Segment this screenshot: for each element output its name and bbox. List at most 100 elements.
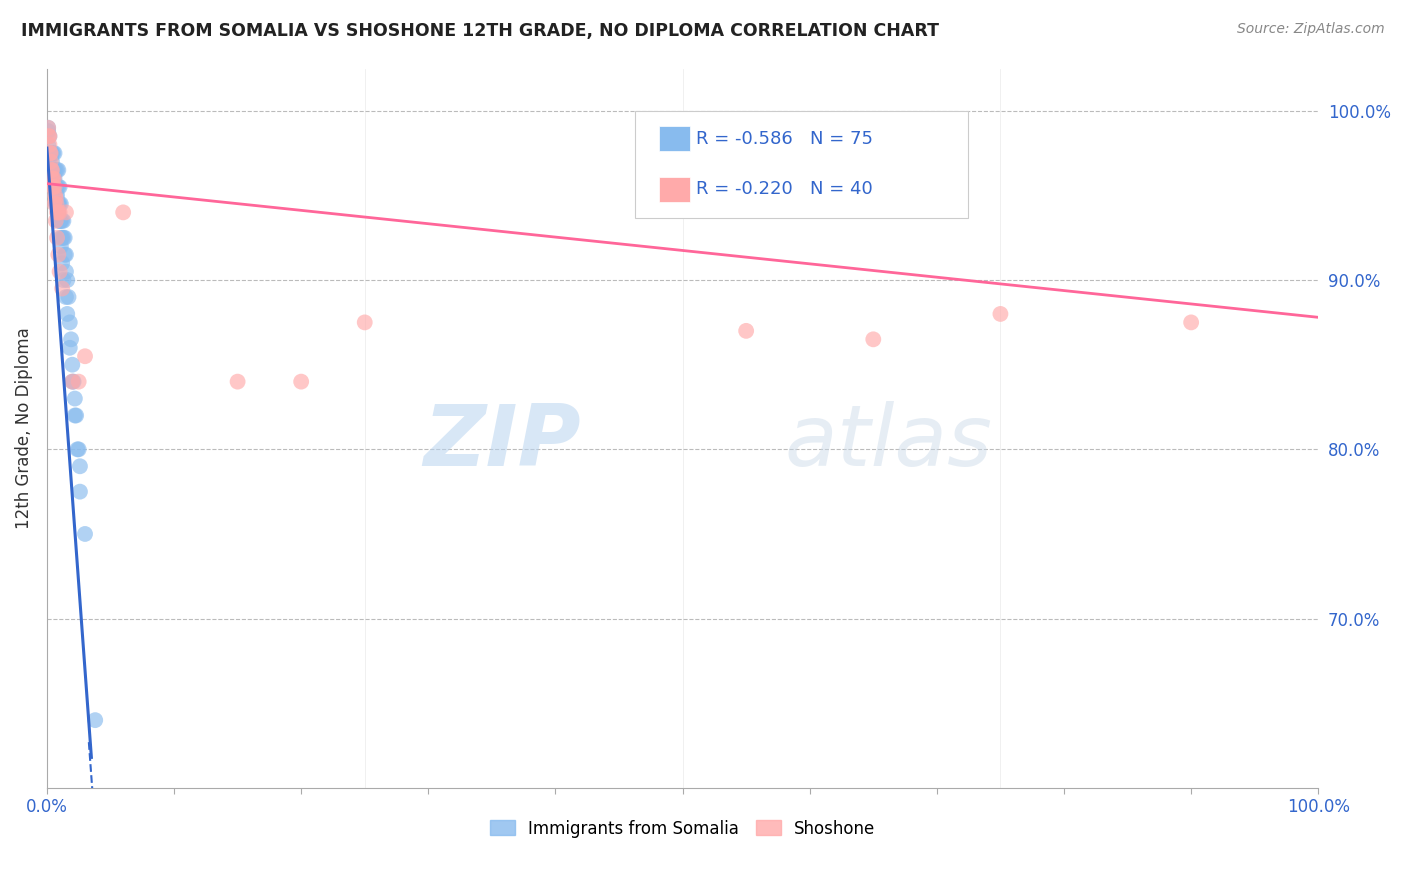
Point: [62, 375, 84, 389]
Point: [46, 248, 69, 262]
Point: [46, 197, 69, 211]
Text: atlas: atlas: [785, 401, 993, 484]
Point: [60, 375, 83, 389]
Point: [69, 459, 91, 474]
Point: [41, 146, 63, 161]
Point: [63, 392, 86, 406]
Point: [44, 171, 66, 186]
Point: [45, 163, 67, 178]
Point: [45, 197, 67, 211]
Point: [290, 375, 312, 389]
Point: [353, 315, 375, 329]
Point: [46, 205, 69, 219]
Point: [52, 231, 75, 245]
Point: [45, 188, 67, 202]
Point: [48, 197, 70, 211]
Point: [84, 713, 107, 727]
Point: [63, 409, 86, 423]
Point: [48, 180, 70, 194]
Point: [46, 231, 69, 245]
Point: [51, 214, 73, 228]
Point: [41, 154, 63, 169]
Point: [42, 171, 65, 186]
Point: [38, 129, 60, 144]
Point: [41, 171, 63, 186]
Point: [42, 180, 65, 194]
Point: [49, 239, 72, 253]
Point: [38, 146, 60, 161]
Point: [39, 163, 62, 178]
Point: [44, 180, 66, 194]
Point: [49, 197, 72, 211]
Point: [44, 146, 66, 161]
Point: [56, 307, 79, 321]
Point: [39, 146, 62, 161]
Point: [44, 180, 66, 194]
Point: [45, 192, 67, 206]
Point: [39, 154, 62, 169]
Point: [51, 281, 73, 295]
Point: [39, 175, 62, 189]
Point: [67, 442, 90, 457]
Point: [55, 290, 77, 304]
Point: [60, 332, 83, 346]
Point: [46, 205, 69, 219]
Point: [38, 151, 60, 165]
Point: [60, 358, 83, 372]
Point: [41, 163, 63, 178]
Point: [46, 188, 69, 202]
Point: [49, 231, 72, 245]
Point: [37, 120, 59, 135]
Point: [48, 205, 70, 219]
Point: [38, 129, 60, 144]
Point: [37, 137, 59, 152]
Point: [39, 146, 62, 161]
Point: [735, 324, 758, 338]
Point: [38, 137, 60, 152]
Text: ZIP: ZIP: [423, 401, 581, 484]
Point: [73, 349, 96, 363]
Point: [45, 180, 67, 194]
Point: [65, 409, 87, 423]
Point: [49, 214, 72, 228]
Text: R = -0.220   N = 40: R = -0.220 N = 40: [696, 180, 872, 198]
Point: [59, 315, 82, 329]
Text: IMMIGRANTS FROM SOMALIA VS SHOSHONE 12TH GRADE, NO DIPLOMA CORRELATION CHART: IMMIGRANTS FROM SOMALIA VS SHOSHONE 12TH…: [21, 22, 939, 40]
Point: [46, 163, 69, 178]
Point: [38, 129, 60, 144]
Point: [41, 163, 63, 178]
Point: [58, 290, 80, 304]
Text: R = -0.586   N = 75: R = -0.586 N = 75: [696, 130, 873, 148]
Point: [55, 265, 77, 279]
Point: [862, 332, 884, 346]
Point: [39, 146, 62, 161]
Point: [48, 214, 70, 228]
Point: [42, 163, 65, 178]
Point: [46, 197, 69, 211]
Point: [55, 205, 77, 219]
Point: [45, 197, 67, 211]
Point: [44, 188, 66, 202]
Point: [52, 214, 75, 228]
Point: [59, 341, 82, 355]
Point: [51, 256, 73, 270]
Point: [55, 248, 77, 262]
Point: [38, 163, 60, 178]
Point: [39, 146, 62, 161]
Point: [44, 163, 66, 178]
Point: [56, 273, 79, 287]
Point: [42, 180, 65, 194]
Point: [46, 180, 69, 194]
Point: [44, 197, 66, 211]
Point: [48, 265, 70, 279]
Point: [45, 214, 67, 228]
Point: [42, 171, 65, 186]
Text: Source: ZipAtlas.com: Source: ZipAtlas.com: [1237, 22, 1385, 37]
Point: [46, 205, 69, 219]
Point: [42, 163, 65, 178]
Point: [42, 146, 65, 161]
Point: [53, 248, 76, 262]
Point: [66, 442, 89, 457]
Point: [46, 205, 69, 219]
Point: [48, 214, 70, 228]
